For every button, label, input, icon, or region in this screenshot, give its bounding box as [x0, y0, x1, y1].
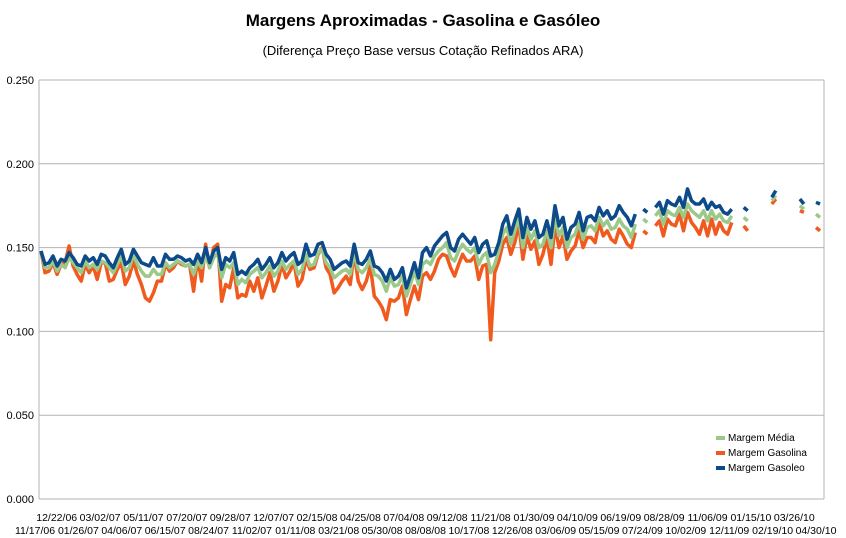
x-tick-label-lower: 12/26/08 — [492, 525, 533, 537]
series-line-margem-gasolina — [642, 229, 649, 236]
y-axis-ticks: 0.000 0.050 0.100 0.150 0.200 0.250 — [6, 75, 34, 506]
series-line-margem-gasolina — [799, 209, 805, 215]
x-tick-label-lower: 11/02/07 — [232, 525, 272, 537]
y-tick-label: 0.050 — [6, 410, 34, 422]
series-line-margem-gasolina — [814, 226, 822, 233]
series-line-margem-gasolina — [654, 210, 734, 238]
series-line-margem-média — [798, 204, 806, 211]
x-tick-label-upper: 07/04/08 — [383, 512, 424, 524]
legend-label: Margem Média — [728, 433, 795, 444]
x-tick-label-lower: 07/24/09 — [622, 525, 663, 537]
y-tick-label: 0.250 — [6, 75, 34, 87]
x-tick-label-lower: 04/06/07 — [101, 525, 142, 537]
x-tick-label-lower: 06/15/07 — [145, 525, 186, 537]
x-tick-label-upper: 05/11/07 — [123, 512, 163, 524]
x-tick-label-upper: 12/07/07 — [253, 512, 294, 524]
x-tick-label-upper: 12/22/06 — [36, 512, 77, 524]
y-tick-label: 0.150 — [6, 243, 34, 255]
series-line-margem-gasoleo — [815, 200, 821, 206]
x-tick-label-upper: 07/20/07 — [166, 512, 207, 524]
x-tick-label-lower: 08/08/08 — [405, 525, 446, 537]
x-tick-label-upper: 01/15/10 — [730, 512, 771, 524]
series-line-margem-média — [39, 215, 637, 298]
legend-label: Margem Gasoleo — [728, 463, 805, 474]
x-axis-ticks: 11/17/06 01/26/07 04/06/07 06/15/07 08/24/07… — [15, 512, 837, 537]
x-tick-label-upper: 06/19/09 — [600, 512, 641, 524]
x-tick-label-lower: 05/15/09 — [579, 525, 620, 537]
y-tick-label: 0.200 — [6, 159, 34, 171]
series-line-margem-gasolina — [770, 197, 778, 206]
x-tick-label-upper: 11/06/09 — [687, 512, 727, 524]
chart-subtitle: (Diferença Preço Base versus Cotação Ref… — [262, 43, 584, 58]
x-tick-label-upper: 04/25/08 — [340, 512, 381, 524]
x-tick-label-upper: 03/26/10 — [774, 512, 815, 524]
series-line-margem-média — [654, 202, 734, 226]
series-line-margem-média — [742, 216, 749, 223]
x-tick-label-upper: 04/10/09 — [557, 512, 598, 524]
series-line-margem-gasoleo — [654, 187, 734, 216]
x-tick-label-lower: 01/26/07 — [58, 525, 99, 537]
series-line-margem-média — [814, 212, 822, 219]
series-line-margem-gasolina — [742, 224, 750, 232]
x-tick-label-lower: 11/17/06 — [15, 525, 55, 537]
y-tick-label: 0.100 — [6, 326, 34, 338]
legend: Margem Média Margem Gasolina Margem Gasole… — [716, 433, 807, 474]
x-tick-label-lower: 03/06/09 — [535, 525, 576, 537]
x-tick-label-lower: 08/24/07 — [188, 525, 229, 537]
series-line-margem-gasoleo — [642, 207, 649, 214]
series-line-margem-média — [642, 217, 649, 224]
x-tick-label-lower: 12/11/09 — [709, 525, 749, 537]
series-line-margem-gasolina — [39, 220, 637, 342]
x-tick-label-upper: 09/12/08 — [427, 512, 468, 524]
x-tick-label-lower: 10/17/08 — [448, 525, 489, 537]
series-line-margem-gasoleo — [39, 203, 637, 290]
x-tick-label-lower: 02/19/10 — [752, 525, 793, 537]
x-tick-label-upper: 09/28/07 — [210, 512, 251, 524]
series-line-margem-gasoleo — [798, 197, 806, 206]
series-lines — [39, 187, 822, 342]
series-line-margem-média — [770, 194, 778, 202]
x-tick-label-lower: 05/30/08 — [362, 525, 403, 537]
x-tick-label-upper: 03/02/07 — [80, 512, 121, 524]
chart-title: Margens Aproximadas - Gasolina e Gasóleo — [245, 11, 601, 30]
series-line-margem-gasoleo — [770, 189, 778, 199]
x-tick-label-lower: 01/11/08 — [275, 525, 315, 537]
x-tick-label-lower: 10/02/09 — [665, 525, 706, 537]
x-tick-label-upper: 11/21/08 — [471, 512, 511, 524]
x-tick-label-upper: 02/15/08 — [297, 512, 338, 524]
x-tick-label-lower: 03/21/08 — [318, 525, 359, 537]
y-tick-label: 0.000 — [6, 494, 34, 506]
series-line-margem-gasoleo — [742, 206, 749, 213]
legend-label: Margem Gasolina — [728, 448, 807, 459]
x-tick-label-lower: 04/30/10 — [796, 525, 837, 537]
x-tick-label-upper: 01/30/09 — [514, 512, 555, 524]
gridlines — [38, 79, 825, 500]
x-tick-label-upper: 08/28/09 — [644, 512, 685, 524]
